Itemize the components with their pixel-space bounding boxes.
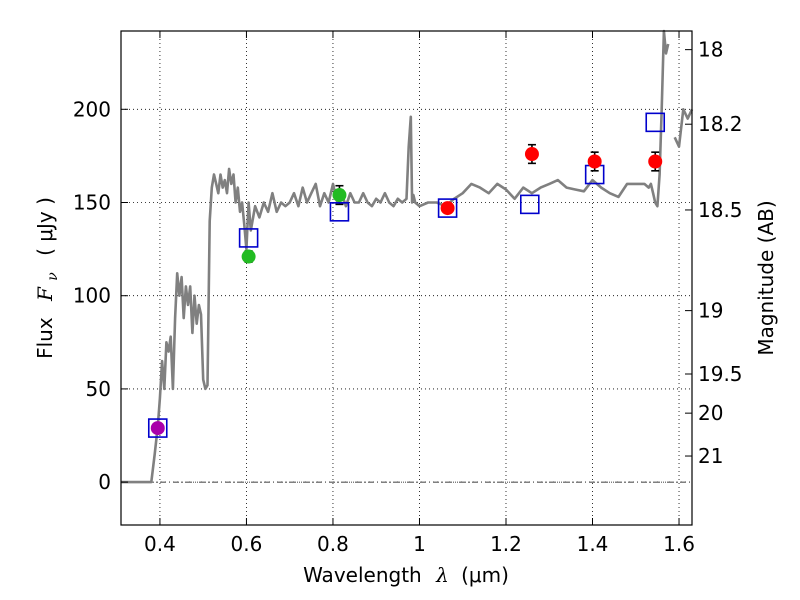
y2-axis-label: Magnitude (AB) bbox=[754, 200, 778, 355]
y-axis-label: Flux F ν ( μJy ) bbox=[33, 197, 62, 359]
red-data-point bbox=[648, 154, 663, 169]
x-tick-label: 0.6 bbox=[231, 532, 263, 556]
x-tick-label: 1.2 bbox=[490, 532, 522, 556]
x-axis-label-text: Wavelength bbox=[303, 563, 422, 587]
x-axis-label: Wavelength λ (μm) bbox=[303, 563, 509, 587]
axis-ticks: 0.4 0.6 0.8 1 1.2 1.4 1.6 0 50 100 150 200 18 18.2 18.… bbox=[73, 31, 743, 556]
y-tick-label: 200 bbox=[73, 97, 111, 121]
x-axis-label-symbol: λ bbox=[435, 563, 449, 587]
spectrum-line bbox=[673, 108, 694, 148]
model-square-marker bbox=[437, 198, 458, 218]
model-square-marker bbox=[329, 202, 350, 222]
y-tick-label: 50 bbox=[86, 377, 111, 401]
plot-background bbox=[121, 31, 692, 525]
y2-tick-label: 21 bbox=[698, 444, 723, 468]
red-data-point bbox=[440, 201, 455, 216]
model-square-marker bbox=[238, 228, 259, 248]
plot-frame bbox=[120, 30, 693, 526]
spectrum-series bbox=[121, 29, 694, 484]
green-data-point bbox=[332, 188, 347, 203]
red-data-point bbox=[524, 147, 539, 162]
x-tick-label: 1 bbox=[413, 532, 426, 556]
model-square-marker bbox=[519, 194, 540, 215]
y2-tick-label: 18.2 bbox=[698, 112, 743, 136]
y-axis-label-unit: ( μJy ) bbox=[33, 197, 57, 256]
violet-data-point bbox=[150, 421, 165, 436]
x-tick-label: 0.8 bbox=[317, 532, 349, 556]
marker-series bbox=[147, 112, 666, 438]
spectrum-line bbox=[121, 29, 670, 484]
y-axis-label-symbol: F bbox=[33, 286, 57, 302]
y-tick-label: 0 bbox=[98, 470, 111, 494]
model-square-marker bbox=[645, 112, 666, 133]
y2-tick-label: 18 bbox=[698, 38, 723, 62]
y2-tick-label: 19.5 bbox=[698, 362, 743, 386]
y-tick-label: 100 bbox=[73, 284, 111, 308]
x-tick-label: 0.4 bbox=[144, 532, 176, 556]
y2-tick-label: 20 bbox=[698, 401, 723, 425]
y-axis-label-subscript: ν bbox=[45, 272, 61, 281]
y2-tick-label: 18.5 bbox=[698, 198, 743, 222]
red-data-point bbox=[587, 154, 602, 169]
y2-tick-label: 19 bbox=[698, 299, 723, 323]
model-square-marker bbox=[147, 418, 168, 438]
x-axis-label-unit: (μm) bbox=[461, 563, 509, 587]
y-tick-label: 150 bbox=[73, 191, 111, 215]
x-tick-label: 1.4 bbox=[577, 532, 609, 556]
x-tick-label: 1.6 bbox=[663, 532, 695, 556]
green-data-point bbox=[241, 249, 256, 264]
y-axis-label-text: Flux bbox=[33, 317, 57, 359]
